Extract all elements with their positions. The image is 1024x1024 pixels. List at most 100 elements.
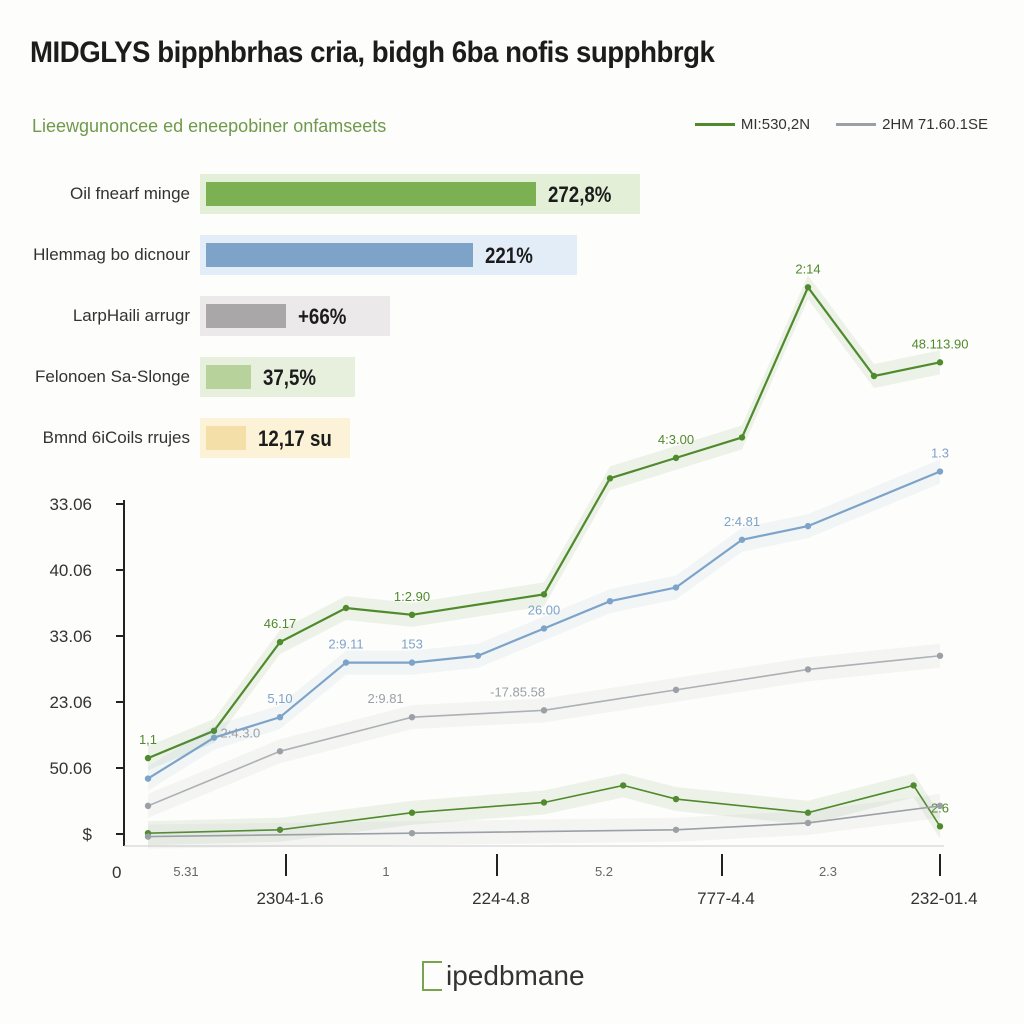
data-point [936,652,944,659]
bar-value: +66% [297,304,347,329]
origin-label: 0 [112,863,121,882]
data-point [144,833,152,840]
data-label: 5,10 [267,691,292,706]
data-point [276,638,284,646]
x-tick-label: 2304-1.6 [256,889,323,908]
data-point [408,611,416,619]
data-point [210,727,218,735]
data-point [276,713,284,721]
legend-item: MI:530,2N [694,116,811,133]
data-point [672,686,680,694]
legend-swatch [836,123,877,126]
data-point [408,659,416,666]
data-point [408,713,416,721]
bar-value: 12,17 su [258,426,332,451]
data-point [144,754,152,762]
bar-label: LarpHaili arrugr [72,306,190,325]
x-minor-label: 2.3 [819,864,837,879]
bar-track: 12,17 su [200,418,350,458]
data-label: 46.17 [264,616,297,631]
data-point [408,829,416,837]
bar-row: Hlemmag bo dicnour 221% [0,233,700,277]
data-label: 2:4.81 [724,514,760,529]
bar-label: Felonoen Sa-Slonge [34,367,190,386]
data-point [870,372,878,380]
data-label: 1,1 [139,732,157,747]
data-point [738,536,746,543]
logo-text: ipedbmane [446,960,585,991]
data-point [936,823,944,830]
data-label: 1:2.90 [394,589,430,604]
x-minor-label: 5.31 [173,864,198,879]
series-band [148,643,940,818]
chart-title: MIDGLYS bipphbrhas cria, bidgh 6ba nofis… [30,36,715,69]
data-point [144,775,152,782]
bar-label: Oil fnearf minge [70,184,190,203]
data-point [804,809,812,816]
data-label: 153 [401,637,423,652]
bar-value: 221% [485,243,534,268]
series-band [148,275,940,771]
data-point [342,659,350,666]
y-tick-label: 33.06 [49,627,92,646]
legend-label: MI:530,2N [740,116,811,133]
data-point [540,591,548,598]
data-label: 2:9.81 [368,691,404,706]
data-label: 26.00 [528,602,561,617]
data-point [144,802,152,810]
y-tick-label: 50.06 [49,759,92,778]
data-point [672,584,680,591]
data-point [936,359,944,366]
data-point [804,819,812,827]
logo-mark-icon [422,961,442,991]
x-tick-label: 232-01.4 [910,889,977,908]
bar-fill [206,243,474,267]
bar-fill [206,304,286,328]
data-point [738,434,746,441]
data-point [606,597,614,605]
bar-fill [206,426,246,450]
data-point [540,625,548,632]
x-minor-label: 5.2 [595,864,613,879]
y-tick-label: 23.06 [49,693,92,712]
data-label: 1.3 [931,446,949,461]
bar-value: 37,5% [263,365,317,390]
series-line [147,285,941,760]
bar-track: 37,5% [200,357,356,397]
data-point [672,454,680,462]
data-label: 2:4.3.0 [221,725,261,740]
bar-track: 272,8% [200,174,640,214]
data-point [804,522,812,530]
data-label: 2:9.11 [328,637,363,652]
data-point [342,604,350,612]
data-point [804,666,812,673]
bar-fill [206,182,536,206]
series-band [148,793,940,849]
data-label: -17.85.58 [490,684,545,699]
bar-row: Oil fnearf minge 272,8% [0,172,700,216]
bar-fill [206,365,252,389]
bar-value: 272,8% [548,182,612,207]
data-point [910,782,917,789]
data-point [276,826,284,833]
legend-swatch [694,123,735,126]
brand-logo: ipedbmane [422,960,585,992]
data-point [672,826,680,833]
bar-label: Bmnd 6iCoils rrujes [42,428,190,447]
data-point [474,652,482,659]
chart-subtitle: Lieewgunoncee ed eneepobiner onfamseets [32,116,387,136]
bar-track: 221% [200,235,578,275]
data-point [620,782,627,789]
y-tick-label: $ [83,825,93,844]
x-tick-label: 224-4.8 [472,889,530,908]
data-point [276,748,284,755]
y-tick-label: 40.06 [49,561,92,580]
x-tick-label: 777-4.4 [697,889,755,908]
data-point [540,799,548,806]
data-label: 4:3.00 [658,432,694,447]
series-line [147,470,941,780]
y-tick-label: 33.06 [49,495,92,514]
data-label: 2:14 [795,261,820,276]
bar-row: Felonoen Sa-Slonge 37,5% [0,355,700,399]
